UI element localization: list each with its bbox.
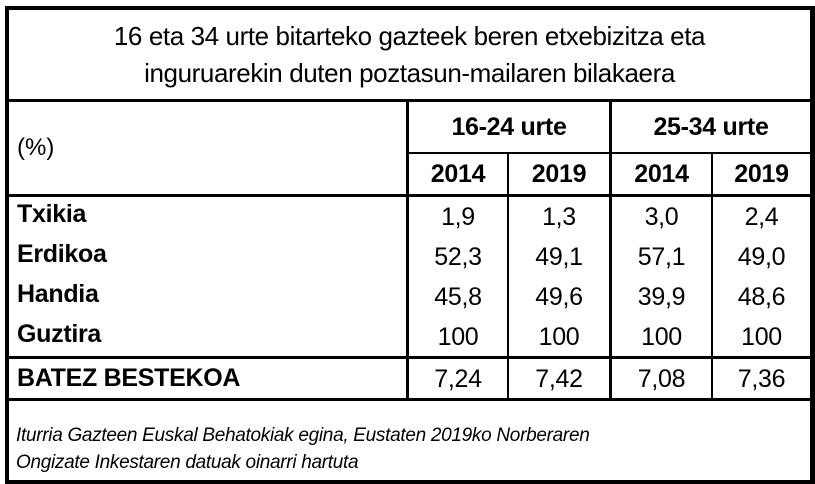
summary-cell: 7,24 [434, 364, 482, 393]
summary-cell: 7,36 [737, 364, 786, 393]
table-cell: 1,9 [441, 202, 475, 231]
year-header: 2019 [734, 159, 789, 188]
table-cell: 39,9 [637, 282, 686, 311]
group-header-25-34: 25-34 urte [653, 112, 769, 141]
source-note: Iturria Gazteen Euskal Behatokiak egina,… [16, 422, 590, 476]
table-cell: 49,6 [535, 282, 583, 311]
year-header: 2014 [634, 159, 689, 188]
table-frame [5, 6, 815, 484]
table-cell: 3,0 [644, 202, 679, 231]
table-cell: 48,6 [737, 282, 786, 311]
table-title: 16 eta 34 urte bitarteko gazteek beren e… [9, 10, 810, 100]
group-header-16-24: 16-24 urte [451, 112, 567, 141]
source-line-1: Iturria Gazteen Euskal Behatokiak egina,… [16, 425, 590, 446]
row-label: Erdikoa [17, 240, 107, 268]
summary-label: BATEZ BESTEKOA [17, 364, 241, 392]
divider-col-1 [507, 153, 509, 400]
table-cell: 2,4 [744, 202, 779, 231]
year-header: 2014 [430, 159, 486, 188]
divider-col-group [609, 100, 612, 400]
table-cell: 45,8 [434, 282, 482, 311]
table-cell: 100 [538, 322, 580, 351]
divider-col-label [406, 100, 409, 400]
source-line-2: Ongizate Inkestaren datuak oinarri hartu… [16, 452, 359, 473]
table-cell: 100 [437, 322, 479, 351]
title-line-2: inguruarekin duten poztasun-mailaren bil… [144, 58, 675, 88]
table-cell: 49,0 [737, 242, 786, 271]
table-cell: 57,1 [637, 242, 686, 271]
table-cell: 1,3 [542, 202, 576, 231]
row-label: Guztira [17, 320, 102, 348]
year-header: 2019 [531, 159, 587, 188]
table-cell: 100 [741, 322, 782, 351]
table-cell: 100 [641, 322, 682, 351]
table-cell: 52,3 [434, 242, 482, 271]
summary-cell: 7,08 [637, 364, 686, 393]
summary-cell: 7,42 [535, 364, 583, 393]
table-cell: 49,1 [535, 242, 583, 271]
divider-col-3 [711, 153, 713, 400]
unit-label: (%) [17, 134, 55, 161]
row-label: Handia [17, 280, 99, 308]
title-line-1: 16 eta 34 urte bitarteko gazteek beren e… [113, 21, 706, 51]
row-label: Txikia [17, 200, 87, 228]
